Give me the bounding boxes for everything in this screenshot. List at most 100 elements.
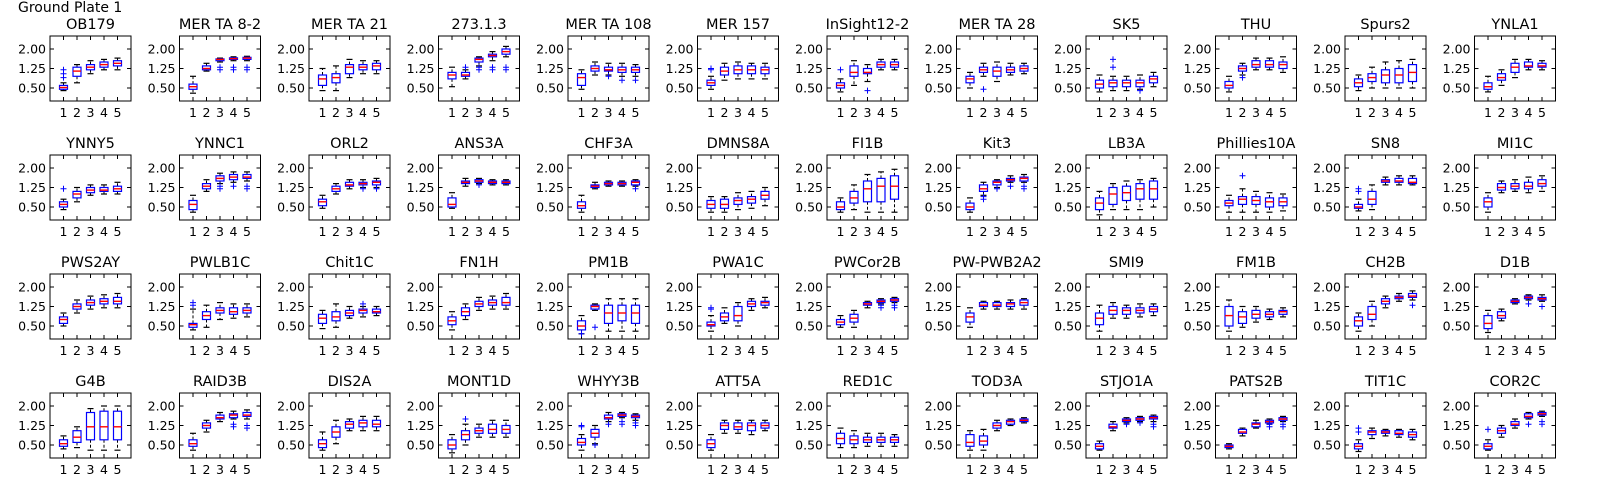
box-4 [746,190,757,209]
box-1 [835,197,846,213]
x-tick-label: 1 [1096,343,1104,358]
y-tick-label: 2.00 [536,42,564,57]
x-tick-label: 3 [1252,343,1260,358]
box-2 [978,181,989,203]
x-tick-label: 3 [605,462,613,477]
axes-frame [826,154,909,221]
x-tick-label: 1 [1355,462,1363,477]
x-tick-label: 5 [1409,105,1417,120]
x-tick-label: 2 [721,462,729,477]
box-4 [746,298,757,311]
x-tick-label: 3 [1123,224,1131,239]
x-tick-label: 5 [114,105,122,120]
x-tick-label: 2 [1239,343,1247,358]
panel-sn8: SN8 0.50 1.25 2.00 1 2 3 4 5 [1313,136,1427,239]
box-1 [1353,312,1364,332]
flier-marker [1110,56,1116,63]
x-tick-label: 5 [114,343,122,358]
flier-marker [994,185,1000,192]
box-5 [1148,303,1159,317]
box-4 [876,171,886,213]
panel-sk5: SK5 0.50 1.25 2.00 1 2 3 4 5 [1054,17,1168,120]
x-tick-label: 2 [980,462,988,477]
y-tick-label: 2.00 [666,399,694,414]
x-tick-label: 3 [87,462,95,477]
panel-fi1b: FI1B 0.50 1.25 2.00 1 2 3 4 5 [795,136,909,239]
y-tick-label: 0.50 [1184,200,1212,215]
x-tick-label: 2 [462,343,470,358]
panel-title: COR2C [1490,374,1541,390]
box-5 [371,305,382,317]
box-5 [501,419,511,438]
box-4 [746,419,757,436]
box-1 [1483,309,1493,334]
box-3 [215,57,225,73]
flier-marker [632,185,639,192]
axes-frame [1344,154,1427,221]
box-2 [1108,421,1118,432]
box-4 [487,295,498,310]
box-5 [1407,290,1418,309]
x-tick-label: 1 [1484,105,1492,120]
x-tick-label: 5 [632,224,640,239]
x-tick-label: 1 [1484,462,1492,477]
box-5 [242,409,252,432]
x-tick-label: 4 [618,343,626,358]
y-tick-label: 1.25 [1184,61,1212,76]
panel-title: MER 157 [706,17,770,33]
y-tick-label: 0.50 [1313,438,1341,453]
box-3 [862,63,873,94]
box-iqr [849,65,859,77]
box-iqr [835,201,846,211]
x-tick-label: 4 [1007,105,1015,120]
x-tick-label: 1 [189,462,197,477]
y-tick-label: 1.25 [925,180,953,195]
box-2 [331,419,341,445]
x-tick-label: 4 [230,343,238,358]
y-tick-label: 0.50 [795,200,823,215]
panel-title: MONT1D [447,374,511,390]
panel-ob179: OB179 0.50 1.25 2.00 1 2 3 4 5 [18,17,132,120]
box-1 [965,197,975,213]
x-tick-label: 1 [60,462,68,477]
y-tick-label: 2.00 [1054,399,1082,414]
y-tick-label: 0.50 [1054,81,1082,96]
box-2 [331,183,341,195]
x-tick-label: 4 [230,462,238,477]
box-3 [344,305,355,319]
box-1 [447,66,457,88]
box-4 [1264,418,1275,430]
y-tick-label: 1.25 [407,418,435,433]
x-tick-label: 3 [475,105,483,120]
panel-title: RED1C [843,374,893,390]
panel-cor2c: COR2C 0.50 1.25 2.00 1 2 3 4 5 [1443,374,1556,477]
box-5 [1278,193,1288,212]
x-tick-label: 1 [1096,105,1104,120]
panel-title: PWA1C [712,255,764,271]
x-tick-label: 2 [1239,105,1247,120]
box-5 [1019,417,1029,424]
y-tick-label: 0.50 [795,438,823,453]
x-tick-label: 4 [748,343,756,358]
panel-title: 273.1.3 [451,17,506,33]
x-tick-label: 5 [502,105,510,120]
box-4 [358,415,368,432]
y-tick-label: 2.00 [536,280,564,295]
flier-marker [462,416,469,422]
box-1 [1483,426,1493,451]
box-1 [576,194,587,213]
y-tick-label: 0.50 [925,200,953,215]
panel-orl2: ORL2 0.50 1.25 2.00 1 2 3 4 5 [277,136,391,239]
box-4 [1135,179,1145,211]
x-tick-label: 5 [1150,224,1158,239]
y-tick-label: 1.25 [1184,299,1212,314]
panel-ynnc1: YNNC1 0.50 1.25 2.00 1 2 3 4 5 [148,136,261,239]
flier-marker [605,421,612,428]
box-3 [344,58,355,79]
flier-marker [864,87,871,94]
x-tick-label: 1 [1484,343,1492,358]
x-tick-label: 4 [748,105,756,120]
x-tick-label: 5 [1538,343,1546,358]
y-tick-label: 1.25 [148,180,176,195]
box-2 [201,62,212,72]
